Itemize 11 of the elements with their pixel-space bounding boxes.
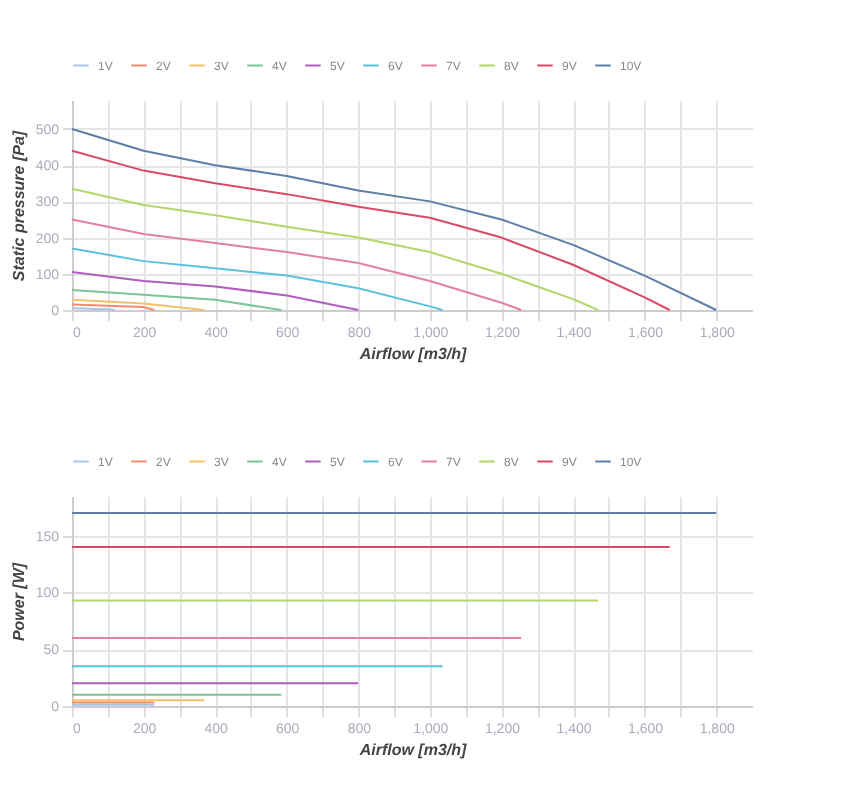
- y-axis-title: Static pressure [Pa]: [9, 130, 28, 282]
- y-axis-title: Power [W]: [9, 562, 28, 642]
- x-axis-title: Airflow [m3/h]: [357, 741, 467, 759]
- line-series: [71, 247, 444, 311]
- x-axis-title: Airflow [m3/h]: [357, 345, 467, 363]
- line-series: [71, 127, 718, 311]
- line-series: [71, 218, 523, 311]
- line-series: [71, 270, 360, 311]
- line-series: [71, 289, 283, 311]
- line-series: [71, 187, 600, 311]
- line-series: [71, 149, 671, 311]
